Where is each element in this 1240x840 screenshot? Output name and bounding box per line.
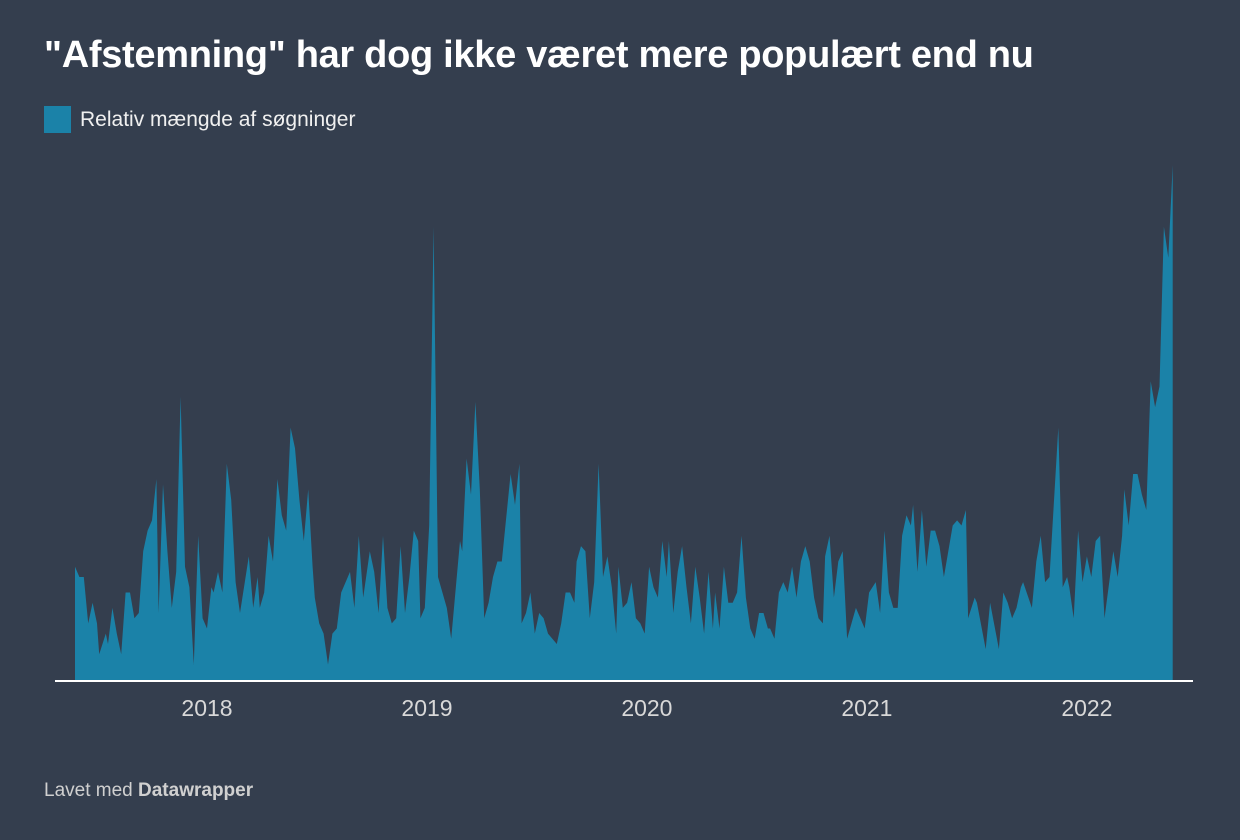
x-tick-label: 2021 — [841, 695, 892, 721]
footer-prefix: Lavet med — [44, 780, 133, 801]
footer-brand[interactable]: Datawrapper — [138, 780, 254, 801]
area-series-0 — [75, 165, 1173, 680]
x-tick-label: 2022 — [1061, 695, 1112, 721]
footer-credit: Lavet med Datawrapper — [44, 780, 253, 802]
legend: Relativ mængde af søgninger — [44, 106, 355, 133]
x-tick-label: 2018 — [181, 695, 232, 721]
x-tick-label: 2020 — [621, 695, 672, 721]
chart-title: "Afstemning" har dog ikke været mere pop… — [44, 34, 1034, 76]
x-tick-label: 2019 — [401, 695, 452, 721]
legend-label: Relativ mængde af søgninger — [80, 107, 356, 131]
legend-swatch — [44, 106, 71, 133]
